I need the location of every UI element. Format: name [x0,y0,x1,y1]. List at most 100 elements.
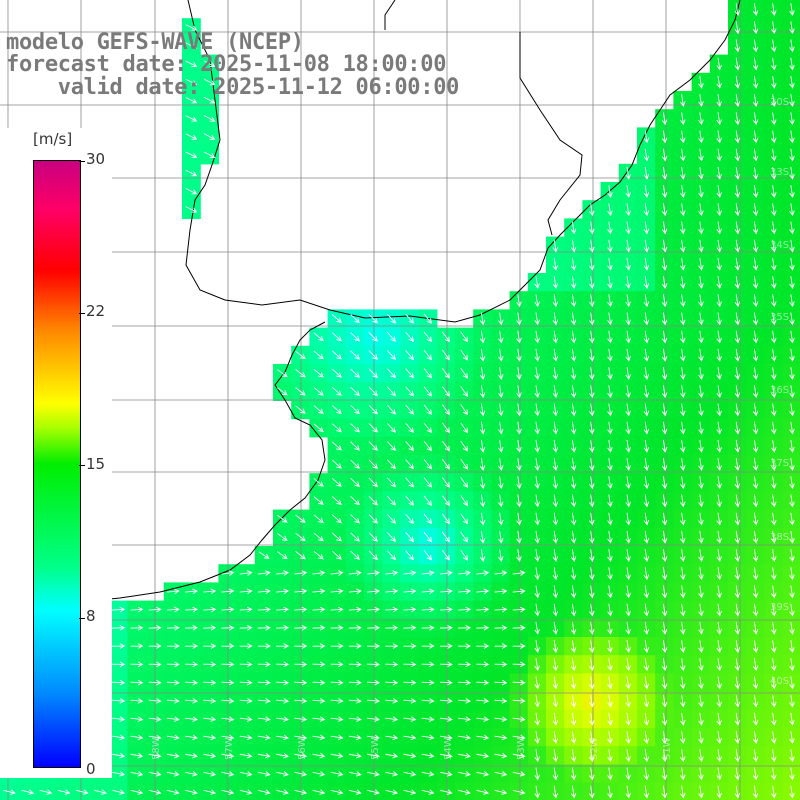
wind-arrow [498,367,504,380]
wind-arrow [625,276,631,289]
wind-arrow [607,767,613,781]
wind-arrow [203,625,217,631]
wind-arrow [312,643,326,649]
wind-arrow [716,621,722,635]
wind-arrow [552,530,559,544]
wind-arrow [625,185,631,198]
wind-arrow [403,679,417,686]
wind-arrow [294,679,308,686]
wind-arrow [185,752,198,759]
wind-arrow [607,276,613,289]
wind-arrow [789,203,795,217]
wind-arrow [552,603,559,617]
wind-arrow [148,661,162,668]
wind-arrow [607,567,613,581]
wind-arrow [771,3,777,16]
wind-arrow [439,752,453,759]
wind-arrow [498,530,504,544]
wind-arrow [716,294,722,308]
wind-arrow [313,332,324,342]
wind-arrow [589,676,595,690]
wind-arrow [552,749,559,763]
wind-arrow [716,676,722,690]
wind-arrow [350,423,360,433]
wind-arrow [348,789,362,795]
wind-arrow [570,676,577,690]
wind-arrow [516,421,522,435]
wind-arrow [752,421,759,435]
wind-arrow [494,716,508,722]
wind-arrow [348,643,362,649]
wind-arrow [716,731,722,744]
wind-arrow [421,625,435,631]
wind-arrow [385,570,399,576]
wind-arrow [752,549,759,562]
wind-arrow [494,606,508,613]
wind-arrow [331,550,342,560]
wind-arrow [734,294,741,308]
wind-arrow [589,530,595,544]
wind-arrow [368,459,378,470]
wind-arrow [552,694,559,708]
wind-arrow [698,676,704,690]
wind-arrow [403,789,417,795]
wind-arrow [239,716,253,722]
wind-arrow [439,625,453,631]
wind-arrow [476,716,490,722]
wind-arrow [479,330,486,344]
wind-arrow [625,348,631,362]
wind-arrow [680,676,686,690]
wind-arrow [716,166,722,180]
wind-arrow [512,679,526,686]
wind-arrow [716,276,722,289]
wind-arrow [130,789,144,795]
wind-arrow [516,367,522,380]
wind-arrow [312,679,326,686]
wind-arrow [534,312,540,326]
wind-arrow [479,512,486,526]
wind-arrow [350,459,360,469]
wind-arrow [734,785,741,799]
wind-arrow [680,94,686,107]
wind-arrow [421,698,435,704]
wind-arrow [661,658,668,672]
wind-arrow [330,570,344,576]
wind-arrow [148,734,162,741]
wind-arrow [680,221,686,235]
wind-arrow [403,643,417,649]
wind-arrow [570,694,577,708]
wind-arrow [698,294,704,308]
wind-arrow [589,276,595,289]
wind-arrow [625,785,631,799]
wind-arrow [698,603,704,617]
wind-arrow [185,78,198,86]
speed-cell [491,782,511,800]
wind-arrow [534,494,540,508]
wind-arrow [698,749,704,763]
wind-arrow [294,570,308,576]
wind-arrow [348,570,362,576]
wind-arrow [716,348,722,362]
wind-arrow [257,734,271,741]
wind-arrow [423,550,433,561]
wind-arrow [130,734,144,741]
wind-arrow [661,421,668,435]
wind-arrow [625,166,631,180]
wind-arrow [239,752,253,759]
wind-arrow [112,625,126,631]
wind-arrow [552,294,559,308]
wind-arrow [716,94,722,107]
wind-arrow [423,422,433,434]
wind-arrow [516,385,522,399]
wind-arrow [423,440,433,452]
wind-arrow [570,767,577,781]
wind-arrow [752,203,759,217]
wind-arrow [789,130,795,144]
wind-arrow [385,698,399,704]
wind-arrow [185,24,198,31]
colorbar-tick-30: 30 [86,150,106,168]
wind-arrow [221,734,235,741]
wind-arrow [625,385,631,399]
wind-arrow [239,588,253,595]
wind-arrow [350,441,360,451]
